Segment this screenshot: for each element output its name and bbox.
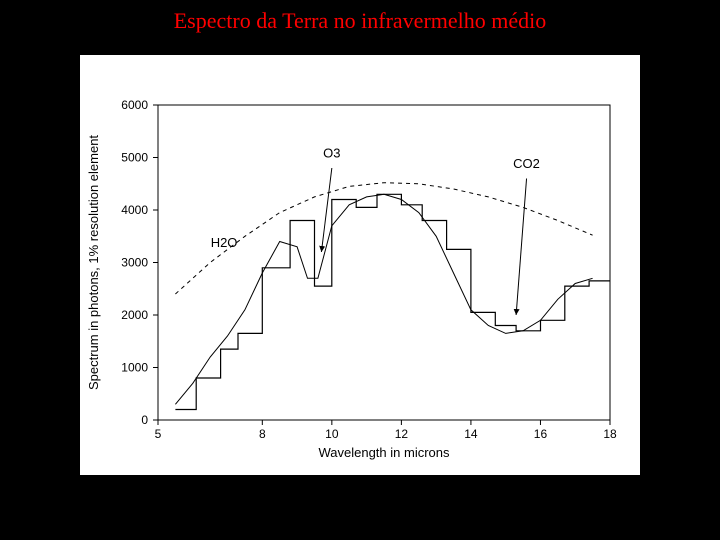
annotation-arrow-1 (516, 179, 526, 316)
xtick-label: 5 (155, 427, 162, 441)
xtick-label: 10 (325, 427, 339, 441)
annotation-label-2: H2O (211, 235, 238, 250)
ytick-label: 4000 (121, 203, 148, 217)
observed-spectrum-step (175, 194, 610, 409)
annotation-arrow-0 (321, 168, 331, 252)
chart-panel: 5 8 10 12 14 16 18 0 1000 2000 3000 4000 5000 6000 Wav… (80, 55, 640, 475)
x-axis-label: Wavelength in microns (318, 445, 450, 460)
ytick-label: 6000 (121, 98, 148, 112)
ytick-label: 0 (141, 413, 148, 427)
y-axis-label: Spectrum in photons, 1% resolution eleme… (86, 135, 101, 390)
xtick-label: 8 (259, 427, 266, 441)
annotation-label-1: CO2 (513, 156, 540, 171)
ytick-label: 3000 (121, 256, 148, 270)
xtick-label: 12 (395, 427, 409, 441)
blackbody-curve (175, 183, 592, 294)
spectrum-chart: 5 8 10 12 14 16 18 0 1000 2000 3000 4000 5000 6000 Wav… (80, 55, 640, 475)
xtick-label: 16 (534, 427, 548, 441)
model-spectrum-curve (175, 194, 592, 404)
ytick-label: 5000 (121, 151, 148, 165)
ytick-label: 1000 (121, 361, 148, 375)
xtick-label: 14 (464, 427, 478, 441)
plot-border (158, 105, 610, 420)
ytick-label: 2000 (121, 308, 148, 322)
annotation-label-0: O3 (323, 146, 340, 161)
page-title: Espectro da Terra no infravermelho médio (0, 8, 720, 34)
xtick-label: 18 (603, 427, 617, 441)
